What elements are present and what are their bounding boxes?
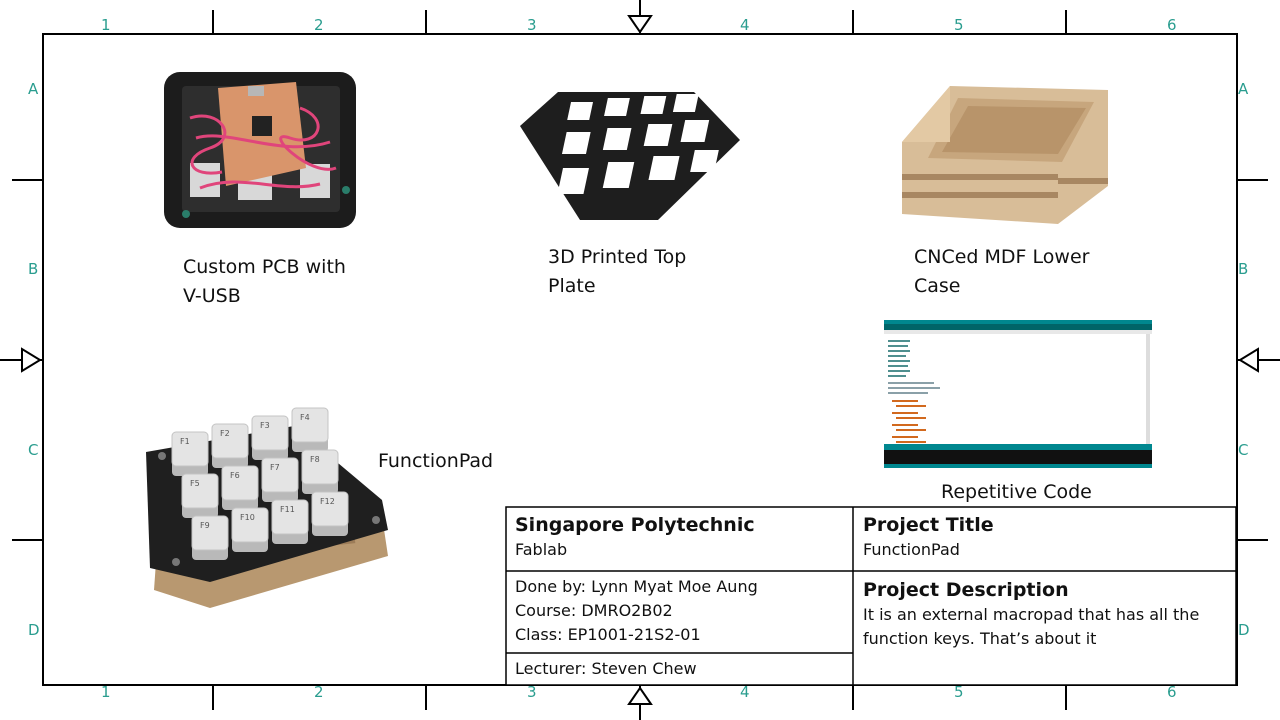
zone-label-col-1-bottom: 1 xyxy=(101,683,111,701)
right-center-arrow xyxy=(1237,347,1280,373)
zone-label-col-3: 3 xyxy=(527,16,537,34)
keycap-f3: F3 xyxy=(251,415,289,460)
caption-pcb-line1: Custom PCB with xyxy=(183,256,346,278)
description-line2: function keys. That’s about it xyxy=(863,629,1097,648)
keycap-f1: F1 xyxy=(171,431,209,476)
zone-label-col-6: 6 xyxy=(1167,16,1177,34)
keycap-f6: F6 xyxy=(221,465,259,510)
caption-pcb-line2: V-USB xyxy=(183,285,241,307)
caption-mdf-case: CNCed MDF Lower Case xyxy=(914,243,1089,301)
class: Class: EP1001-21S2-01 xyxy=(515,625,701,644)
lecturer-cell: Lecturer: Steven Chew xyxy=(505,653,853,686)
top-plate-image xyxy=(520,92,740,220)
done-by: Done by: Lynn Myat Moe Aung xyxy=(515,577,758,596)
project-title: FunctionPad xyxy=(863,540,960,559)
caption-case-line1: CNCed MDF Lower xyxy=(914,246,1090,268)
school-name: Singapore Polytechnic xyxy=(515,514,755,536)
zone-label-col-4: 4 xyxy=(740,16,750,34)
caption-top-plate: 3D Printed Top Plate xyxy=(548,243,686,301)
functionpad-image: F1 F2 F3 F4 F5 F6 F7 F8 F9 F10 F11 F12 xyxy=(146,407,388,608)
zone-label-row-c-right: C xyxy=(1238,441,1249,459)
keycap-f10: F10 xyxy=(231,507,269,552)
code-screenshot-image xyxy=(884,320,1152,468)
keycap-label: F3 xyxy=(260,421,270,430)
project-title-heading: Project Title xyxy=(863,514,994,536)
project-title-cell: Project Title FunctionPad xyxy=(853,506,1237,571)
zone-label-col-5-bottom: 5 xyxy=(954,683,964,701)
zone-label-row-c: C xyxy=(28,441,39,459)
caption-case-line2: Case xyxy=(914,275,961,297)
description-heading: Project Description xyxy=(863,579,1069,601)
course: Course: DMRO2B02 xyxy=(515,601,673,620)
keycap-label: F4 xyxy=(300,413,310,422)
zone-label-col-1: 1 xyxy=(101,16,111,34)
caption-functionpad: FunctionPad xyxy=(378,450,494,472)
keycap-label: F6 xyxy=(230,471,240,480)
pcb-image xyxy=(164,72,356,228)
lab-name: Fablab xyxy=(515,540,568,559)
title-block-grid xyxy=(505,506,1237,686)
bottom-center-arrow xyxy=(627,685,653,720)
keycap-label: F11 xyxy=(280,505,295,514)
keycap-f5: F5 xyxy=(181,473,219,518)
keycaps: F1 F2 F3 F4 F5 F6 F7 F8 F9 F10 F11 F12 xyxy=(171,407,349,560)
zone-label-col-2: 2 xyxy=(314,16,324,34)
keycap-f9: F9 xyxy=(191,515,229,560)
zone-label-col-6-bottom: 6 xyxy=(1167,683,1177,701)
keycap-label: F5 xyxy=(190,479,200,488)
mdf-case-image xyxy=(902,86,1108,224)
author-cell: Done by: Lynn Myat Moe Aung Course: DMRO… xyxy=(505,571,853,653)
keycap-label: F1 xyxy=(180,437,190,446)
keycap-f4: F4 xyxy=(291,407,329,452)
keycap-label: F10 xyxy=(240,513,255,522)
keycap-label: F8 xyxy=(310,455,320,464)
zone-label-row-b: B xyxy=(28,260,39,278)
title-block: Singapore Polytechnic Fablab Project Tit… xyxy=(505,506,1237,686)
keycap-label: F9 xyxy=(200,521,210,530)
left-center-arrow xyxy=(0,347,43,373)
caption-repetitive-code: Repetitive Code xyxy=(941,481,1092,503)
school-cell: Singapore Polytechnic Fablab xyxy=(505,506,853,571)
caption-plate-line2: Plate xyxy=(548,275,596,297)
zone-label-col-2-bottom: 2 xyxy=(314,683,324,701)
zone-label-col-5: 5 xyxy=(954,16,964,34)
caption-plate-line1: 3D Printed Top xyxy=(548,246,687,268)
zone-label-row-d: D xyxy=(28,621,40,639)
zone-label-col-4-bottom: 4 xyxy=(740,683,750,701)
top-center-arrow xyxy=(627,0,653,34)
description-line1: It is an external macropad that has all … xyxy=(863,605,1200,624)
keycap-f2: F2 xyxy=(211,423,249,468)
keycap-label: F7 xyxy=(270,463,280,472)
keycap-label: F12 xyxy=(320,497,335,506)
caption-pcb: Custom PCB with V-USB xyxy=(183,253,346,311)
keycap-label: F2 xyxy=(220,429,230,438)
zone-label-row-d-right: D xyxy=(1238,621,1250,639)
keycap-f8: F8 xyxy=(301,449,339,494)
zone-label-row-a: A xyxy=(28,80,39,98)
keycap-f12: F12 xyxy=(311,491,349,536)
zone-label-col-3-bottom: 3 xyxy=(527,683,537,701)
lecturer: Lecturer: Steven Chew xyxy=(515,659,697,678)
keycap-f7: F7 xyxy=(261,457,299,502)
keycap-f11: F11 xyxy=(271,499,309,544)
zone-label-row-b-right: B xyxy=(1238,260,1249,278)
description-cell: Project Description It is an external ma… xyxy=(853,571,1237,686)
zone-label-row-a-right: A xyxy=(1238,80,1249,98)
